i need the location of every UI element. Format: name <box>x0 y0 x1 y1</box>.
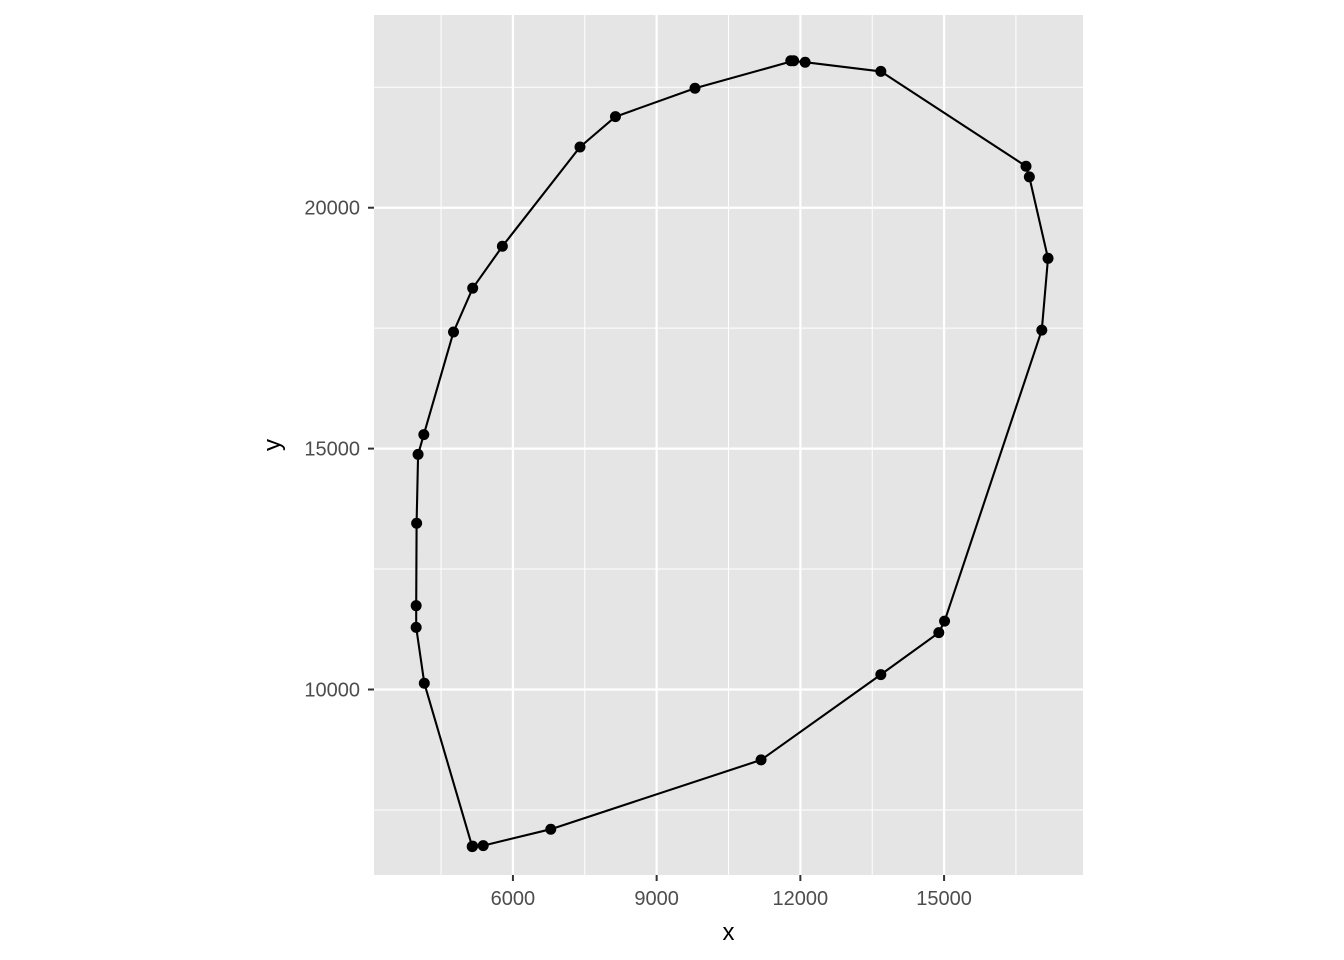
data-point <box>1023 171 1035 183</box>
y-axis-title: y <box>259 439 286 451</box>
data-point <box>477 840 489 852</box>
data-point <box>939 615 951 627</box>
data-point <box>410 621 422 633</box>
grid-minor <box>374 15 1083 875</box>
y-tick-label: 15000 <box>304 439 360 461</box>
data-point <box>410 600 422 612</box>
data-point <box>609 111 621 123</box>
series-points <box>410 55 1054 853</box>
x-tick-label: 6000 <box>491 888 536 910</box>
data-point <box>1042 252 1054 264</box>
data-point <box>467 282 479 294</box>
data-point <box>875 669 887 681</box>
data-point <box>411 517 423 529</box>
data-point <box>412 448 424 460</box>
x-tick-label: 15000 <box>916 888 972 910</box>
data-point <box>466 841 478 853</box>
x-axis-title: x <box>723 919 735 946</box>
x-tick-label: 9000 <box>634 888 679 910</box>
y-axis: 10000 15000 20000 <box>304 198 374 702</box>
y-tick-label: 10000 <box>304 680 360 702</box>
data-point <box>1036 324 1048 336</box>
data-point <box>689 82 701 94</box>
data-point <box>545 823 557 835</box>
data-point <box>496 240 508 252</box>
data-point <box>755 754 767 766</box>
y-tick-label: 20000 <box>304 198 360 220</box>
x-axis: 6000 9000 12000 15000 <box>491 875 972 910</box>
data-point <box>788 55 800 67</box>
data-point <box>418 677 430 689</box>
data-point <box>799 56 811 68</box>
data-point <box>448 326 460 338</box>
data-point <box>574 141 586 153</box>
data-point <box>418 429 430 441</box>
data-point <box>1020 160 1032 172</box>
x-tick-label: 12000 <box>773 888 829 910</box>
data-point <box>875 65 887 77</box>
data-point <box>933 627 945 639</box>
